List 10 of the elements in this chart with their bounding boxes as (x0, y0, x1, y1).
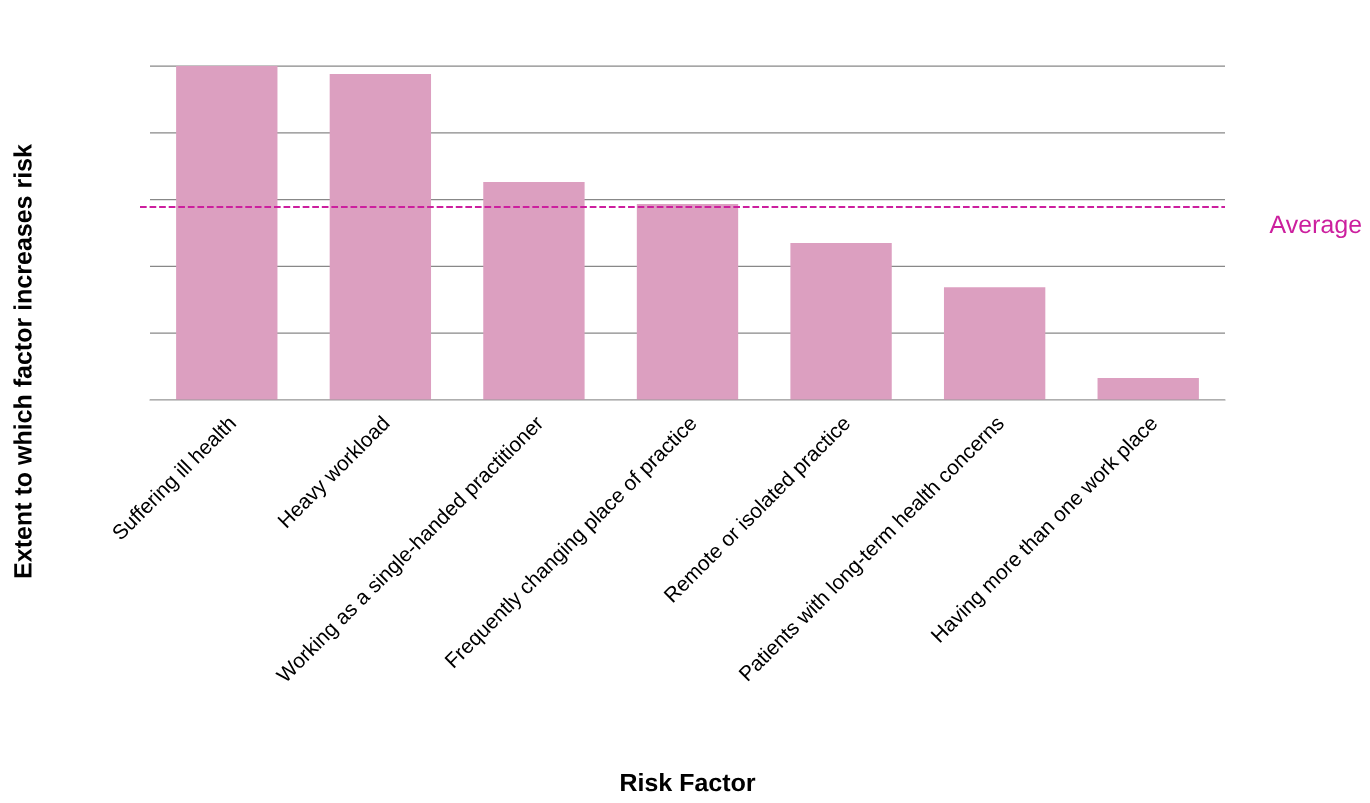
bar (483, 181, 585, 400)
bar (943, 287, 1046, 400)
bar (329, 74, 432, 400)
bar (1097, 377, 1199, 400)
ref-line-label: Average (1269, 215, 1362, 239)
x-axis-title: Risk Factor (621, 773, 756, 792)
bar (790, 243, 892, 400)
bar (176, 66, 278, 400)
bar (636, 203, 739, 400)
y-axis-title: Extent to which factor increases risk (13, 144, 32, 578)
